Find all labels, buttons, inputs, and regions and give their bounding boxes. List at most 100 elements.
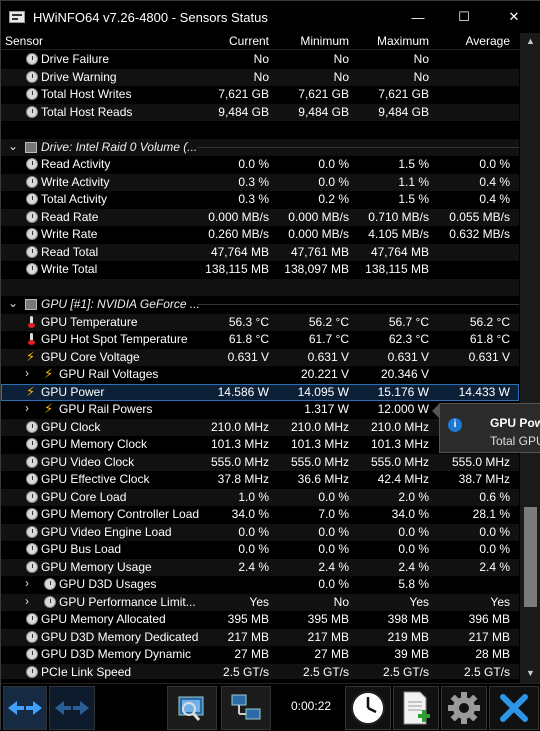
- maximum-value: 15.176 W: [377, 384, 429, 399]
- settings-gear-icon[interactable]: [441, 686, 487, 730]
- clock-icon[interactable]: [345, 686, 391, 730]
- clock-icon: [44, 578, 56, 590]
- sensor-row[interactable]: GPU Memory Controller Load 34.0 % 7.0 % 34.…: [1, 506, 519, 524]
- maximum-value: Yes: [409, 594, 429, 609]
- clock-icon: [26, 245, 38, 258]
- collapse-chevron-icon[interactable]: ⌄: [8, 296, 19, 310]
- close-x-icon[interactable]: [489, 686, 539, 730]
- sensor-row[interactable]: Drive Warning No No No: [1, 68, 519, 86]
- sensor-label: Write Total: [41, 262, 98, 276]
- voltage-bolt-icon: ⚡: [44, 401, 54, 416]
- sensor-label: Drive Warning: [41, 69, 117, 84]
- title-bar[interactable]: HWiNFO64 v7.26-4800 - Sensors Status — ☐…: [1, 1, 540, 33]
- sensor-row[interactable]: Write Rate 0.260 MB/s 0.000 MB/s 4.105 MB/s…: [1, 226, 519, 244]
- expand-chevron-icon[interactable]: ›: [25, 593, 29, 608]
- sensor-row[interactable]: Total Host Writes 7,621 GB 7,621 GB 7,621 G…: [1, 86, 519, 104]
- sensor-row[interactable]: Total Host Reads 9,484 GB 9,484 GB 9,484 GB: [1, 103, 519, 121]
- sensor-row[interactable]: GPU Memory Usage 2.4 % 2.4 % 2.4 % 2.4 %: [1, 558, 519, 576]
- clock-icon: [26, 228, 38, 240]
- minimize-button[interactable]: —: [411, 9, 425, 25]
- scroll-down-icon[interactable]: ▼: [526, 668, 535, 678]
- sensor-row[interactable]: Write Total 138,115 MB 138,097 MB 138,115 M…: [1, 261, 519, 279]
- minimum-value: 7.0 %: [318, 507, 349, 521]
- sensor-row[interactable]: GPU Core Load 1.0 % 0.0 % 2.0 % 0.6 %: [1, 488, 519, 506]
- sensor-row[interactable]: Write Activity 0.3 % 0.0 % 1.1 % 0.4 %: [1, 173, 519, 191]
- sensor-group-row[interactable]: ⌄ Drive: Intel Raid 0 Volume (...: [1, 138, 519, 156]
- expand-chevron-icon[interactable]: ›: [25, 401, 29, 415]
- maximum-value: 219 MB: [387, 629, 429, 644]
- maximum-value: 47,764 MB: [370, 244, 429, 259]
- average-value: 0.6 %: [479, 489, 510, 504]
- expand-chevron-icon[interactable]: ›: [25, 366, 29, 380]
- app-icon: [9, 11, 25, 23]
- sensor-label: GPU Hot Spot Temperature: [41, 332, 188, 346]
- sensor-row[interactable]: GPU Video Engine Load 0.0 % 0.0 % 0.0 % 0.0 …: [1, 523, 519, 541]
- minimum-value: 0.000 MB/s: [288, 209, 349, 224]
- sensor-row[interactable]: Read Activity 0.0 % 0.0 % 1.5 % 0.0 %: [1, 156, 519, 174]
- arrows-left-icon[interactable]: [3, 686, 47, 730]
- sensor-label: GPU Bus Load: [41, 542, 122, 556]
- sensor-row[interactable]: GPU Clock 210.0 MHz 210.0 MHz 210.0 MHz: [1, 418, 519, 436]
- vertical-scrollbar[interactable]: ▲ ▼: [520, 33, 540, 683]
- minimum-value: 0.0 %: [318, 524, 349, 539]
- minimum-value: 555.0 MHz: [290, 454, 349, 469]
- sensor-list[interactable]: Drive Failure No No No Drive Warning No No No To…: [1, 51, 519, 679]
- sensor-row[interactable]: Read Rate 0.000 MB/s 0.000 MB/s 0.710 MB/s 0…: [1, 208, 519, 226]
- sensor-group-row[interactable]: ⌄ GPU [#1]: NVIDIA GeForce ...: [1, 296, 519, 314]
- clock-icon: [26, 543, 38, 555]
- sensor-row[interactable]: GPU D3D Memory Dynamic 27 MB 27 MB 39 MB 28 …: [1, 646, 519, 664]
- column-minimum[interactable]: Minimum: [300, 34, 349, 48]
- minimum-value: 14.095 W: [297, 384, 349, 399]
- current-value: 210.0 MHz: [210, 419, 269, 434]
- sensor-row[interactable]: › ⚡ GPU Rail Powers 1.317 W 12.000 W: [1, 401, 519, 419]
- sensor-row[interactable]: GPU Video Clock 555.0 MHz 555.0 MHz 555.0 M…: [1, 453, 519, 471]
- close-button[interactable]: ✕: [508, 9, 520, 24]
- sensor-row[interactable]: GPU Memory Allocated 395 MB 395 MB 398 MB 39…: [1, 611, 519, 629]
- sensor-label: GPU Memory Clock: [41, 437, 148, 451]
- maximum-value: 2.5 GT/s: [382, 664, 429, 679]
- sensor-row[interactable]: Total Activity 0.3 % 0.2 % 1.5 % 0.4 %: [1, 191, 519, 209]
- scroll-up-icon[interactable]: ▲: [526, 36, 535, 46]
- current-value: 0.0 %: [238, 524, 269, 539]
- network-icon[interactable]: [221, 686, 271, 730]
- sensor-row[interactable]: GPU Hot Spot Temperature 61.8 °C 61.7 °C 62…: [1, 331, 519, 349]
- column-sensor[interactable]: Sensor: [5, 34, 44, 48]
- column-maximum[interactable]: Maximum: [376, 34, 429, 48]
- column-current[interactable]: Current: [228, 34, 269, 48]
- average-value: 38.7 MHz: [458, 472, 510, 486]
- current-value: 47,764 MB: [210, 244, 269, 259]
- clock-icon: [26, 665, 38, 678]
- minimum-value: 217 MB: [307, 629, 349, 644]
- minimum-value: 9,484 GB: [298, 104, 349, 119]
- sensor-row[interactable]: › GPU D3D Usages 0.0 % 5.8 %: [1, 576, 519, 594]
- sensor-row[interactable]: › ⚡ GPU Rail Voltages 20.221 V 20.346 V: [1, 366, 519, 384]
- sensor-row[interactable]: GPU Memory Clock 101.3 MHz 101.3 MHz 101.3 …: [1, 436, 519, 454]
- sensor-row[interactable]: ⚡ GPU Power 14.586 W 14.095 W 15.176 W 14.433…: [1, 383, 519, 401]
- current-value: 0.0 %: [238, 542, 269, 556]
- sensor-row[interactable]: GPU Bus Load 0.0 % 0.0 % 0.0 % 0.0 %: [1, 541, 519, 559]
- sensor-row[interactable]: GPU Effective Clock 37.8 MHz 36.6 MHz 42.4 …: [1, 471, 519, 489]
- maximize-button[interactable]: ☐: [458, 9, 470, 24]
- maximum-value: 42.4 MHz: [377, 472, 429, 486]
- scroll-thumb[interactable]: [524, 507, 537, 607]
- sensor-row[interactable]: Drive Failure No No No: [1, 51, 519, 69]
- current-value: 2.4 %: [238, 559, 269, 574]
- minimum-value: 395 MB: [307, 612, 349, 626]
- column-average[interactable]: Average: [465, 34, 510, 48]
- sensor-row[interactable]: › GPU Performance Limit... Yes No Yes Yes: [1, 593, 519, 611]
- arrows-right-icon[interactable]: [49, 686, 95, 730]
- sensor-label: GPU Memory Usage: [41, 559, 152, 574]
- sensor-row[interactable]: Read Total 47,764 MB 47,761 MB 47,764 MB: [1, 243, 519, 261]
- log-add-icon[interactable]: [393, 686, 439, 730]
- collapse-chevron-icon[interactable]: ⌄: [8, 138, 19, 153]
- sensor-label: Write Activity: [41, 174, 110, 189]
- expand-chevron-icon[interactable]: ›: [25, 576, 29, 590]
- current-value: 2.5 GT/s: [222, 664, 269, 679]
- sensor-row[interactable]: GPU Temperature 56.3 °C 56.2 °C 56.7 °C 56.2…: [1, 313, 519, 331]
- sensor-row[interactable]: ⚡ GPU Core Voltage 0.631 V 0.631 V 0.631 V 0.…: [1, 348, 519, 366]
- sensor-row[interactable]: GPU D3D Memory Dedicated 217 MB 217 MB 219 …: [1, 628, 519, 646]
- sensor-row[interactable]: PCIe Link Speed 2.5 GT/s 2.5 GT/s 2.5 GT/s 2…: [1, 663, 519, 679]
- minimum-value: No: [333, 52, 349, 66]
- report-icon[interactable]: [167, 686, 217, 730]
